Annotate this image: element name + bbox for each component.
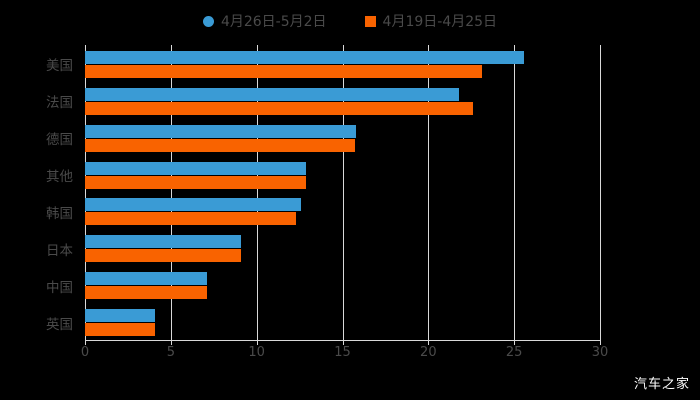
category-label-3: 其他 [46, 169, 73, 186]
legend-item-1[interactable]: 4月19日-4月25日 [364, 11, 498, 31]
bar-其他-series-0[interactable] [85, 161, 307, 175]
category-label-7: 英国 [46, 316, 73, 333]
category-row: 中国 [46, 266, 600, 303]
category-row: 德国 [46, 119, 600, 156]
category-row: 美国 [46, 45, 600, 82]
category-row: 韩国 [46, 193, 600, 230]
legend-square-icon [364, 15, 376, 27]
legend-circle-icon [202, 15, 214, 27]
x-tick-label: 5 [166, 345, 175, 360]
x-tick-label: 10 [248, 345, 265, 360]
bar-韩国-series-0[interactable] [85, 198, 302, 212]
x-tick-10 [256, 340, 258, 345]
bar-美国-series-1[interactable] [85, 64, 482, 78]
category-label-0: 美国 [46, 58, 73, 75]
gridline-10 [256, 45, 258, 340]
bar-日本-series-1[interactable] [85, 249, 242, 263]
x-tick-label: 20 [420, 345, 437, 360]
category-row: 英国 [46, 303, 600, 340]
category-label-1: 法国 [46, 95, 73, 112]
legend-item-label: 4月26日-5月2日 [220, 14, 327, 30]
category-row: 其他 [46, 156, 600, 193]
x-tick-5 [170, 340, 172, 345]
x-tick-30 [600, 340, 601, 345]
x-tick-0 [85, 340, 86, 345]
category-label-2: 德国 [46, 132, 73, 149]
bar-日本-series-0[interactable] [85, 235, 242, 249]
bar-德国-series-0[interactable] [85, 124, 357, 138]
x-tick-20 [428, 340, 430, 345]
gridline-30 [600, 45, 601, 340]
category-label-5: 日本 [46, 242, 73, 259]
bar-德国-series-1[interactable] [85, 138, 355, 152]
bar-其他-series-1[interactable] [85, 175, 307, 189]
bar-中国-series-0[interactable] [85, 272, 207, 286]
gridline-20 [428, 45, 430, 340]
category-label-6: 中国 [46, 279, 73, 296]
x-tick-15 [342, 340, 344, 345]
plot-area: 美国法国德国其他韩国日本中国英国 [46, 45, 601, 340]
bar-英国-series-0[interactable] [85, 309, 156, 323]
legend-item-0[interactable]: 4月26日-5月2日 [202, 11, 327, 31]
x-tick-label: 0 [80, 345, 90, 360]
bar-中国-series-1[interactable] [85, 286, 207, 300]
bar-美国-series-0[interactable] [85, 50, 525, 64]
gridline-0 [85, 45, 86, 340]
category-row: 法国 [46, 82, 600, 119]
category-label-4: 韩国 [46, 205, 73, 222]
bar-韩国-series-1[interactable] [85, 212, 297, 226]
chart-legend: 4月26日-5月2日 4月19日-4月25日 [0, 8, 700, 34]
x-tick-25 [514, 340, 516, 345]
category-row: 日本 [46, 229, 600, 266]
bar-法国-series-0[interactable] [85, 87, 460, 101]
gridline-5 [170, 45, 172, 340]
watermark-label: 汽车之家 [633, 377, 690, 392]
bar-法国-series-1[interactable] [85, 101, 473, 115]
legend-item-label: 4月19日-4月25日 [382, 14, 498, 30]
x-tick-label: 15 [334, 345, 351, 360]
gridline-25 [514, 45, 516, 340]
x-tick-label: 30 [591, 345, 609, 360]
gridline-15 [342, 45, 344, 340]
bar-英国-series-1[interactable] [85, 323, 156, 337]
x-tick-label: 25 [505, 345, 523, 360]
